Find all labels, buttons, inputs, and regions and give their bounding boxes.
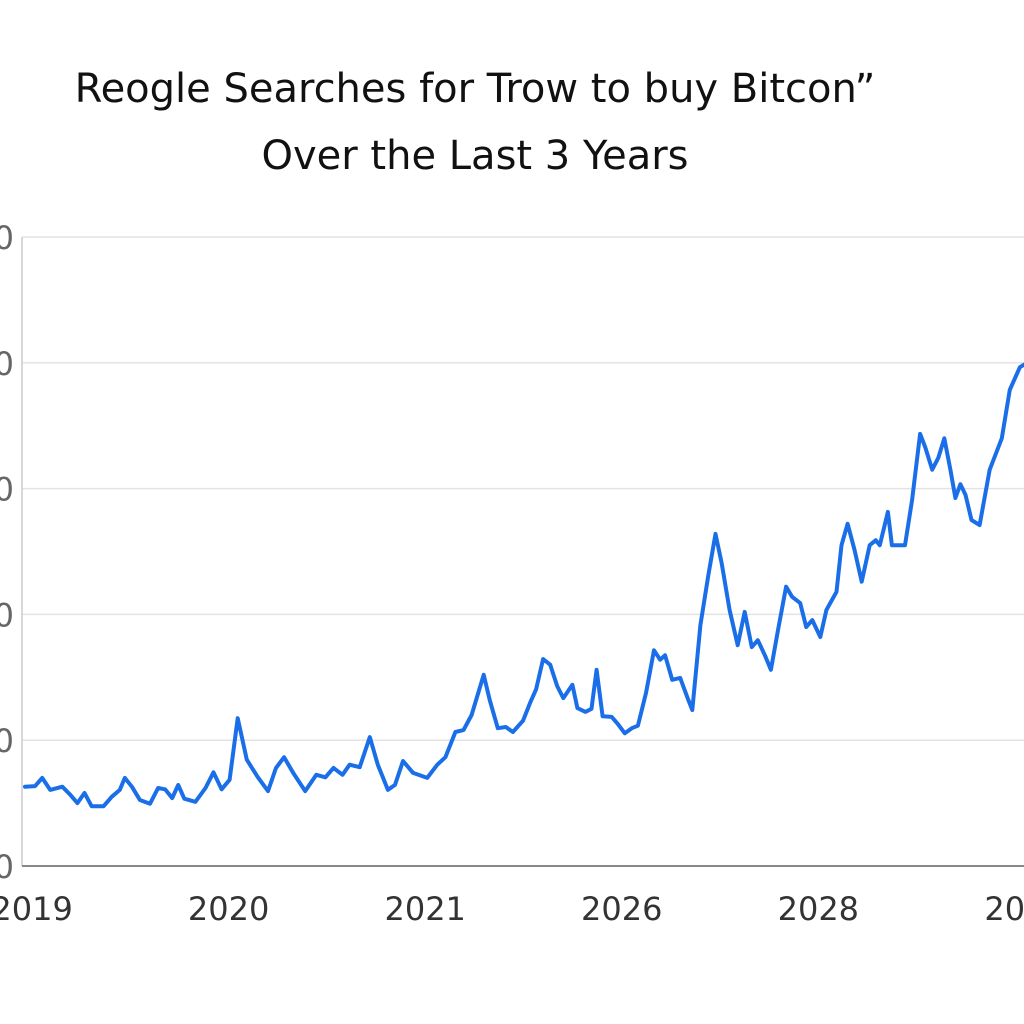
chart-subtitle: Over the Last 3 Years: [261, 133, 688, 179]
x-tick-label: 2021: [384, 890, 465, 928]
y-tick-label: 100: [0, 219, 14, 257]
x-tick-label: 2026: [581, 890, 662, 928]
y-tick-label: 0: [0, 848, 14, 886]
line-series: [23, 362, 1024, 809]
x-tick-label: 202: [984, 890, 1024, 928]
chart-title: Reogle Searches for Trow to buy Bitcon”: [75, 66, 876, 112]
x-tick-label: 2028: [778, 890, 859, 928]
y-tick-label: 60: [0, 471, 14, 509]
x-tick-label: 2020: [188, 890, 269, 928]
y-tick-label: 80: [0, 345, 14, 383]
y-tick-label: 40: [0, 596, 14, 634]
y-tick-label: 20: [0, 722, 14, 760]
x-tick-label: 2019: [0, 890, 73, 928]
